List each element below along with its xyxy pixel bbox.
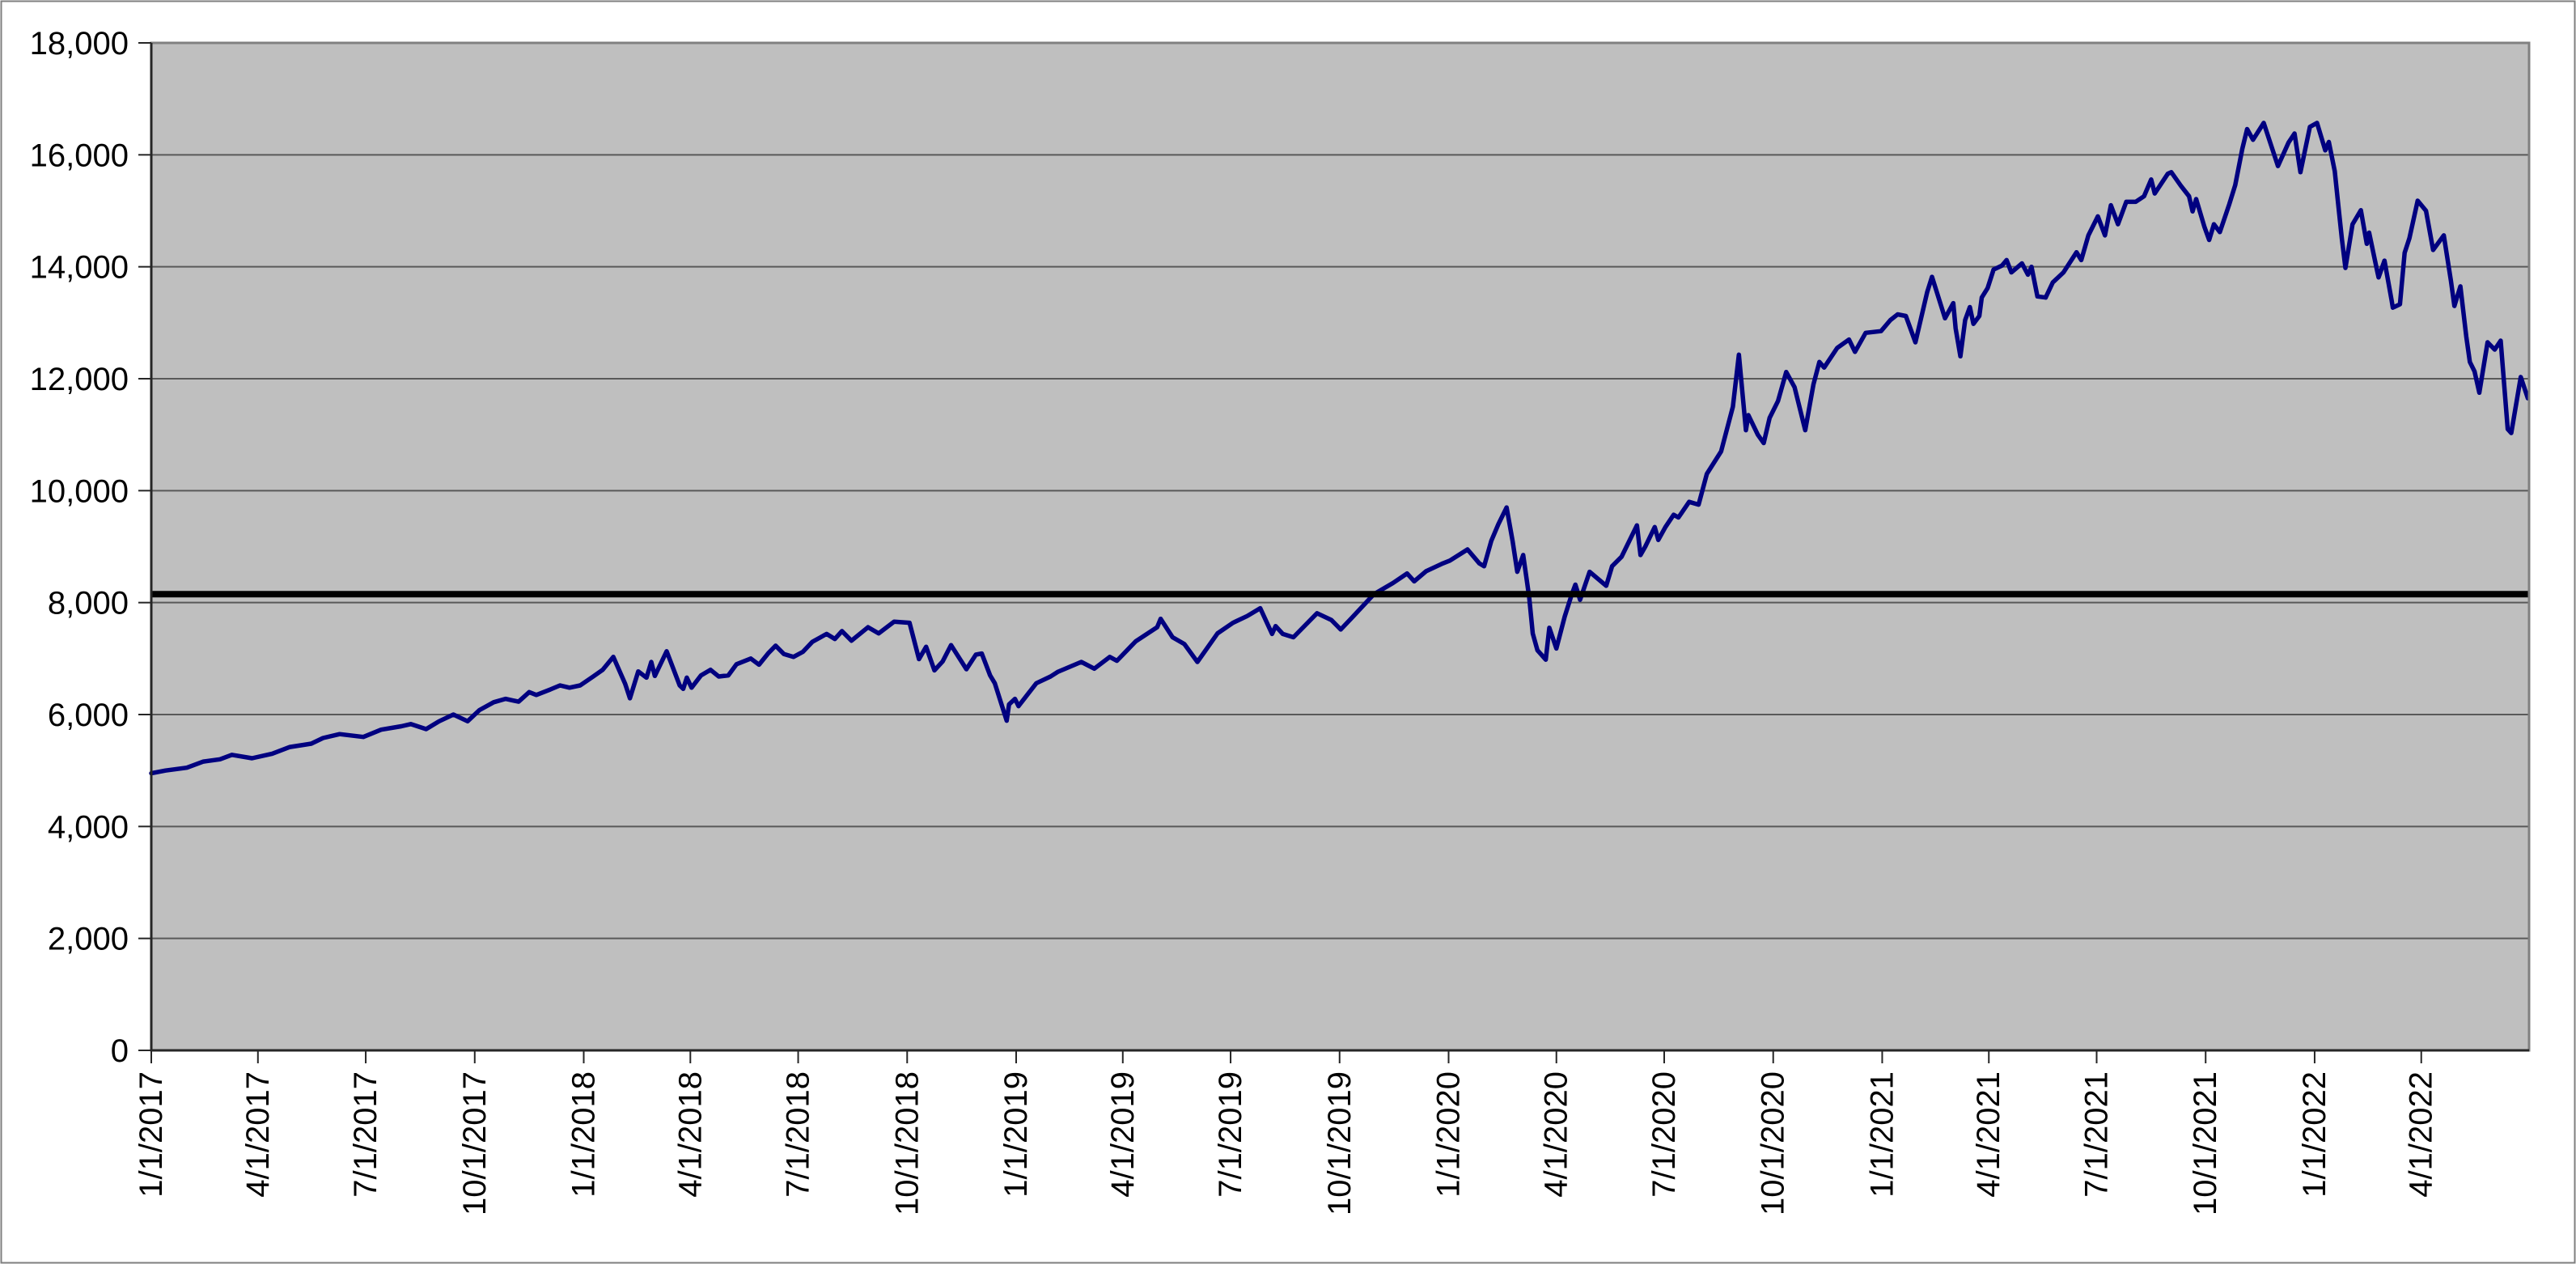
x-axis-tick-label: 10/1/2019 <box>1322 1071 1358 1215</box>
x-axis-tick-label: 10/1/2021 <box>2188 1071 2223 1215</box>
x-axis-tick-label: 1/1/2022 <box>2297 1071 2332 1198</box>
x-axis-tick-label: 4/1/2018 <box>672 1071 708 1198</box>
x-axis-tick-label: 1/1/2017 <box>133 1071 169 1198</box>
x-axis-tick-label: 4/1/2021 <box>1971 1071 2006 1198</box>
y-axis-tick-label: 10,000 <box>30 473 129 509</box>
y-axis-tick-labels: 0 2,000 4,000 6,000 8,000 10,000 12,000 14,000 1… <box>30 26 129 1069</box>
gridlines <box>151 42 2529 940</box>
x-axis-tick-label: 7/1/2019 <box>1213 1071 1248 1198</box>
x-axis-tick-label: 4/1/2017 <box>240 1071 276 1198</box>
x-axis-tick-label: 10/1/2020 <box>1756 1071 1791 1215</box>
x-axis-tick-label: 7/1/2017 <box>348 1071 383 1198</box>
x-axis-tick-label: 1/1/2019 <box>998 1071 1034 1198</box>
y-axis-tick-label: 16,000 <box>30 138 129 173</box>
x-axis-tick-label: 4/1/2022 <box>2404 1071 2439 1198</box>
x-axis-tick-label: 4/1/2020 <box>1539 1071 1574 1198</box>
x-axis-tick-label: 7/1/2021 <box>2079 1071 2115 1198</box>
x-axis-tick-label: 4/1/2019 <box>1105 1071 1141 1198</box>
y-axis-tick-label: 12,000 <box>30 362 129 397</box>
x-axis-tick-label: 10/1/2017 <box>457 1071 493 1215</box>
data-series <box>149 121 2531 776</box>
y-axis-tick-label: 0 <box>111 1033 129 1069</box>
x-axis-tick-label: 1/1/2021 <box>1864 1071 1900 1198</box>
y-axis-tick-label: 6,000 <box>48 698 129 733</box>
y-axis-tick-label: 8,000 <box>48 586 129 621</box>
value-line <box>149 121 2531 776</box>
axis-ticks <box>138 42 2422 1063</box>
y-axis-tick-label: 18,000 <box>30 26 129 62</box>
x-axis-tick-label: 1/1/2018 <box>566 1071 601 1198</box>
y-axis-tick-label: 4,000 <box>48 809 129 845</box>
y-axis-tick-label: 14,000 <box>30 250 129 286</box>
x-axis-tick-label: 7/1/2018 <box>781 1071 816 1198</box>
x-axis-tick-label: 1/1/2020 <box>1430 1071 1466 1198</box>
x-axis-tick-label: 10/1/2018 <box>889 1071 925 1215</box>
x-axis-tick-label: 7/1/2020 <box>1646 1071 1682 1198</box>
x-axis-tick-labels: 1/1/2017 4/1/2017 7/1/2017 10/1/2017 1/1/201… <box>133 1071 2439 1215</box>
plot-area <box>151 43 2529 1050</box>
y-axis-tick-label: 2,000 <box>48 922 129 957</box>
